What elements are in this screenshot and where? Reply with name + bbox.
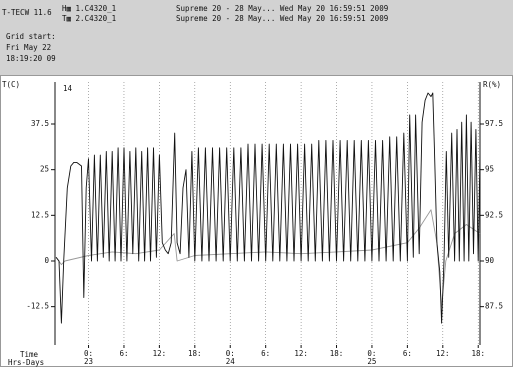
- x-tick-label: 12:: [153, 349, 167, 358]
- y2-tick-label: 87.5: [485, 302, 503, 311]
- series-line: [55, 92, 481, 324]
- channel-label: T▦ 2.C4320_1: [62, 14, 116, 23]
- x-tick-label: 12:: [436, 349, 450, 358]
- x-tick-label: 6:: [119, 349, 128, 358]
- y2-axis-label: R(%): [483, 80, 501, 89]
- y-tick-label: 37.5: [31, 119, 49, 128]
- app-title: T-TECW 11.6: [2, 8, 52, 17]
- y2-tick-label: 90: [485, 256, 495, 265]
- y2-tick-label: 95: [485, 165, 494, 174]
- x-axis-label: Time: [20, 350, 39, 359]
- x-tick-label: 6:: [261, 349, 270, 358]
- annotation: 14: [63, 84, 73, 93]
- channel-info: Supreme 20 - 28 May... Wed May 20 16:59:…: [176, 14, 388, 23]
- y2-tick-label: 97.5: [485, 119, 503, 128]
- header-panel: [0, 0, 513, 75]
- y-tick-label: 25: [40, 165, 49, 174]
- chart-panel: [0, 75, 513, 367]
- y2-tick-label: 92.5: [485, 210, 503, 219]
- x-tick-label: 0:: [84, 349, 93, 358]
- channel-label: H▦ 1.C4320_1: [62, 4, 116, 13]
- x-tick-label: 18:: [471, 349, 485, 358]
- grid-start-label: Grid start:: [6, 32, 56, 41]
- day-label: 24: [226, 357, 236, 366]
- x-tick-label: 18:: [330, 349, 344, 358]
- x-tick-label: 18:: [188, 349, 202, 358]
- grid-start-day: Fri May 22: [6, 43, 51, 52]
- x-tick-label: 0:: [367, 349, 376, 358]
- day-label: 23: [84, 357, 93, 366]
- y-tick-label: -12.5: [26, 302, 49, 311]
- x-tick-label: 12:: [294, 349, 308, 358]
- x-tick-label: 0:: [226, 349, 235, 358]
- x-axis-label: Hrs-Days: [8, 358, 44, 367]
- channel-info: Supreme 20 - 28 May... Wed May 20 16:59:…: [176, 4, 388, 13]
- day-label: 25: [367, 357, 376, 366]
- y-axis-label: T(C): [2, 80, 20, 89]
- y-tick-label: 12.5: [31, 210, 49, 219]
- grid-start-time: 18:19:20 09: [6, 54, 56, 63]
- y-tick-label: 0: [44, 256, 49, 265]
- x-tick-label: 6:: [403, 349, 412, 358]
